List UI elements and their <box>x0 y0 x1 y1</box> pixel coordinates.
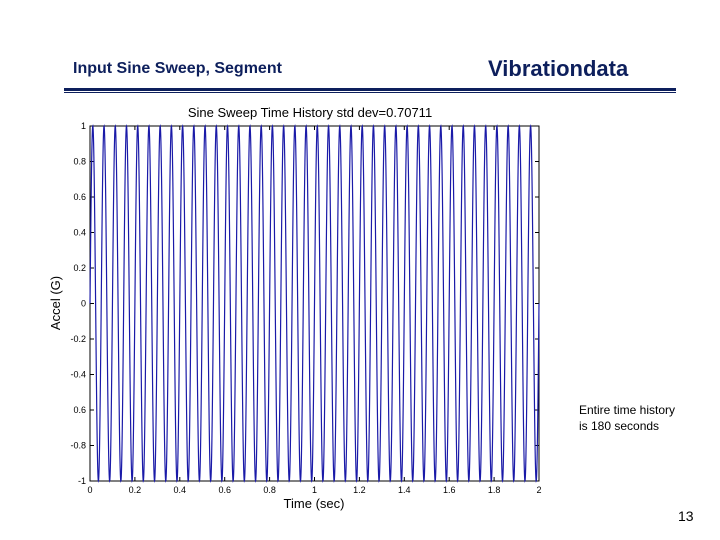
y-tick-label: 1 <box>81 121 86 131</box>
x-tick-label: 0.8 <box>263 485 276 495</box>
x-tick-label: 0.6 <box>218 485 231 495</box>
y-tick-label: -0.2 <box>70 334 86 344</box>
y-tick-label: 0.6 <box>73 405 86 415</box>
y-axis-label: Accel (G) <box>48 276 63 330</box>
header-divider <box>64 88 676 91</box>
y-tick-label: 0.8 <box>73 157 86 167</box>
x-tick-label: 1.2 <box>353 485 366 495</box>
y-tick-label: -0.8 <box>70 441 86 451</box>
duration-note-line-2: is 180 seconds <box>579 419 660 433</box>
y-tick-label: 0.2 <box>73 263 86 273</box>
x-axis-label: Time (sec) <box>284 496 345 511</box>
chart-title: Sine Sweep Time History std dev=0.70711 <box>188 105 432 120</box>
series-line-accel <box>89 124 540 483</box>
slide-heading: Input Sine Sweep, Segment <box>73 60 282 77</box>
x-tick-label: 1.4 <box>398 485 411 495</box>
x-tick-label: 2 <box>536 485 541 495</box>
brand-title: Vibrationdata <box>488 56 629 81</box>
page-number: 13 <box>678 508 694 524</box>
y-tick-label: -0.4 <box>70 370 86 380</box>
x-tick-label: 0.2 <box>129 485 142 495</box>
x-tick-label: 1 <box>312 485 317 495</box>
x-axis: 0 0.2 0.4 0.6 0.8 1 1.2 1.4 1.6 1.8 2 <box>87 126 542 495</box>
x-tick-label: 1.6 <box>443 485 456 495</box>
header-divider-thin <box>64 92 676 93</box>
x-tick-label: 0.4 <box>174 485 187 495</box>
x-tick-label: 1.8 <box>488 485 501 495</box>
duration-note-line-1: Entire time history <box>579 403 676 417</box>
x-tick-label: 0 <box>87 485 92 495</box>
y-tick-label: 0.4 <box>73 228 86 238</box>
y-tick-label: 0.6 <box>73 192 86 202</box>
y-axis: 1 0.8 0.6 0.4 0.2 0 -0.2 -0.4 0.6 -0.8 -1 <box>70 121 539 486</box>
y-tick-label: 0 <box>81 299 86 309</box>
duration-note: Entire time history is 180 seconds <box>579 402 699 434</box>
y-tick-label: -1 <box>78 476 86 486</box>
